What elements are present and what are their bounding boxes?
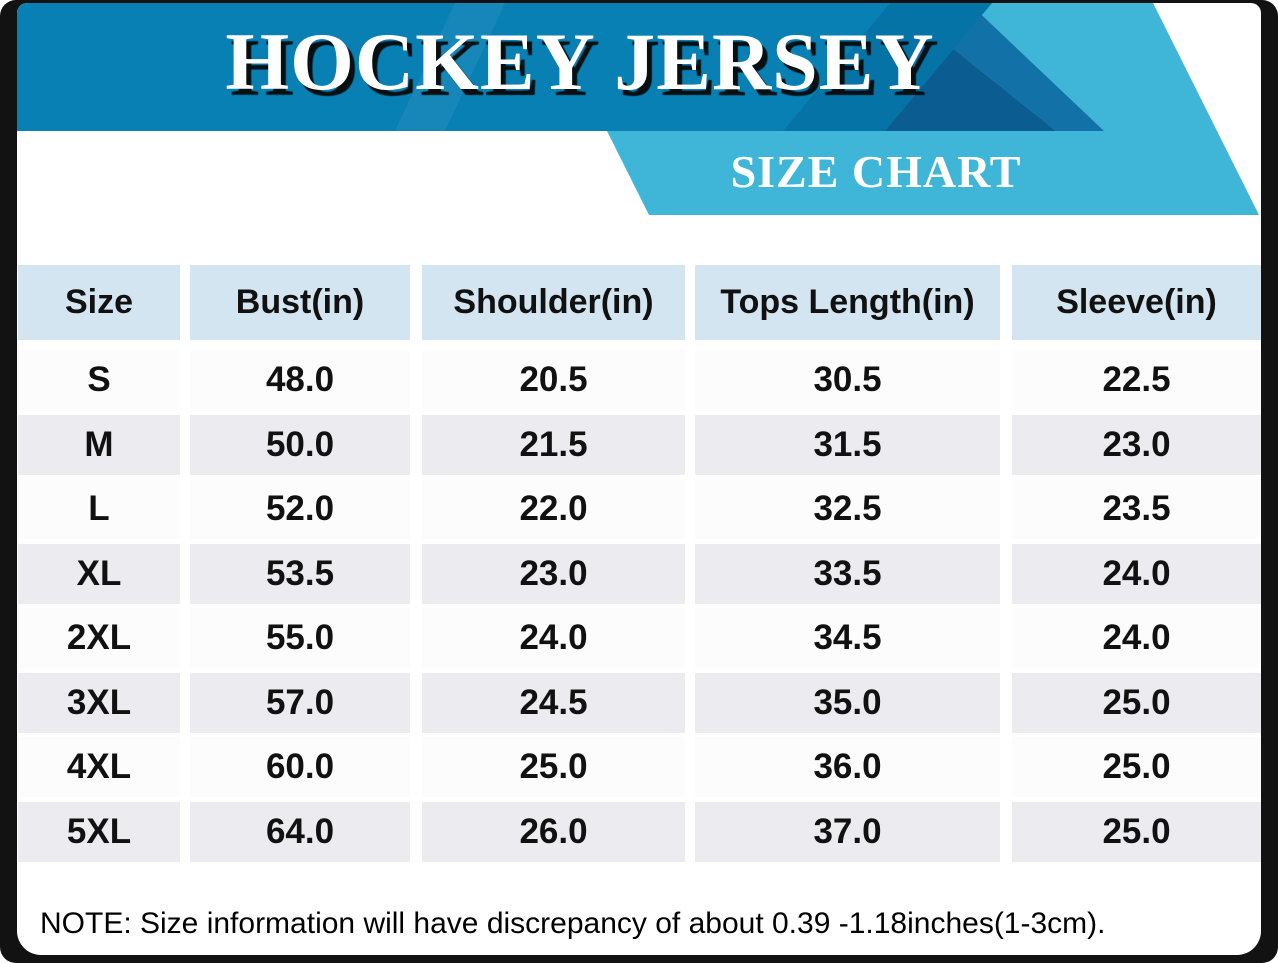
bust-value: 52.0: [190, 479, 410, 539]
table-row-m: M 50.0 21.5 31.5 23.0: [17, 415, 1261, 475]
size-label: M: [18, 415, 180, 475]
sleeve-value: 25.0: [1012, 802, 1261, 862]
column-header-bust: Bust(in): [190, 265, 410, 340]
sleeve-value: 25.0: [1012, 737, 1261, 797]
size-label: S: [18, 350, 180, 410]
table-row-2xl: 2XL 55.0 24.0 34.5 24.0: [17, 608, 1261, 668]
tops-length-value: 37.0: [695, 802, 1000, 862]
tops-length-value: 33.5: [695, 544, 1000, 604]
sleeve-value: 24.0: [1012, 544, 1261, 604]
card-inner: HOCKEY JERSEY SIZE CHART Size Bust(in) S…: [17, 3, 1261, 955]
shoulder-value: 20.5: [422, 350, 685, 410]
size-label: 4XL: [18, 737, 180, 797]
table-row-5xl: 5XL 64.0 26.0 37.0 25.0: [17, 802, 1261, 862]
sleeve-value: 23.5: [1012, 479, 1261, 539]
tops-length-value: 34.5: [695, 608, 1000, 668]
sleeve-value: 22.5: [1012, 350, 1261, 410]
tops-length-value: 31.5: [695, 415, 1000, 475]
shoulder-value: 22.0: [422, 479, 685, 539]
size-note: NOTE: Size information will have discrep…: [40, 907, 1106, 940]
bust-value: 64.0: [190, 802, 410, 862]
tops-length-value: 32.5: [695, 479, 1000, 539]
sleeve-value: 23.0: [1012, 415, 1261, 475]
size-chart-label: SIZE CHART: [730, 146, 1022, 197]
shoulder-value: 23.0: [422, 544, 685, 604]
bust-value: 53.5: [190, 544, 410, 604]
shoulder-value: 24.0: [422, 608, 685, 668]
page-title: HOCKEY JERSEY: [225, 16, 935, 107]
tops-length-value: 30.5: [695, 350, 1000, 410]
column-header-size: Size: [18, 265, 180, 340]
table-row-4xl: 4XL 60.0 25.0 36.0 25.0: [17, 737, 1261, 797]
column-header-sleeve: Sleeve(in): [1012, 265, 1261, 340]
sleeve-value: 24.0: [1012, 608, 1261, 668]
bust-value: 57.0: [190, 673, 410, 733]
shoulder-value: 21.5: [422, 415, 685, 475]
table-row-s: S 48.0 20.5 30.5 22.5: [17, 350, 1261, 410]
column-header-shoulder: Shoulder(in): [422, 265, 685, 340]
shoulder-value: 24.5: [422, 673, 685, 733]
size-label: XL: [18, 544, 180, 604]
bust-value: 55.0: [190, 608, 410, 668]
tops-length-value: 35.0: [695, 673, 1000, 733]
table-row-xl: XL 53.5 23.0 33.5 24.0: [17, 544, 1261, 604]
table-row-l: L 52.0 22.0 32.5 23.5: [17, 479, 1261, 539]
size-label: 3XL: [18, 673, 180, 733]
tops-length-value: 36.0: [695, 737, 1000, 797]
shoulder-value: 25.0: [422, 737, 685, 797]
bust-value: 50.0: [190, 415, 410, 475]
size-label: 2XL: [18, 608, 180, 668]
sleeve-value: 25.0: [1012, 673, 1261, 733]
column-header-tops-length: Tops Length(in): [695, 265, 1000, 340]
size-label: 5XL: [18, 802, 180, 862]
size-label: L: [18, 479, 180, 539]
table-row-3xl: 3XL 57.0 24.5 35.0 25.0: [17, 673, 1261, 733]
bust-value: 60.0: [190, 737, 410, 797]
shoulder-value: 26.0: [422, 802, 685, 862]
bust-value: 48.0: [190, 350, 410, 410]
table-header-row: Size Bust(in) Shoulder(in) Tops Length(i…: [17, 265, 1261, 340]
